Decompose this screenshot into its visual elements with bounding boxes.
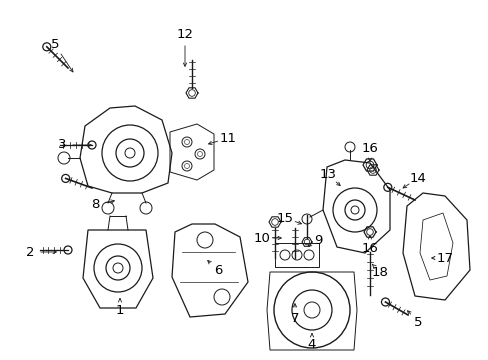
Text: 1: 1 xyxy=(116,303,124,316)
Text: 9: 9 xyxy=(313,234,322,247)
Text: 4: 4 xyxy=(307,338,316,351)
Text: 8: 8 xyxy=(91,198,99,211)
Text: 3: 3 xyxy=(58,139,66,152)
Text: 11: 11 xyxy=(219,131,236,144)
Text: 16: 16 xyxy=(361,242,378,255)
Text: 15: 15 xyxy=(276,211,293,225)
Text: 16: 16 xyxy=(361,141,378,154)
Text: 18: 18 xyxy=(371,266,387,279)
Text: 5: 5 xyxy=(413,315,421,328)
Text: 13: 13 xyxy=(319,168,336,181)
Text: 10: 10 xyxy=(253,231,270,244)
Text: 2: 2 xyxy=(26,246,34,258)
Text: 14: 14 xyxy=(409,171,426,184)
Text: 5: 5 xyxy=(51,39,59,51)
Text: 12: 12 xyxy=(176,28,193,41)
Text: 6: 6 xyxy=(213,264,222,276)
Text: 7: 7 xyxy=(290,311,299,324)
Text: 17: 17 xyxy=(436,252,452,265)
